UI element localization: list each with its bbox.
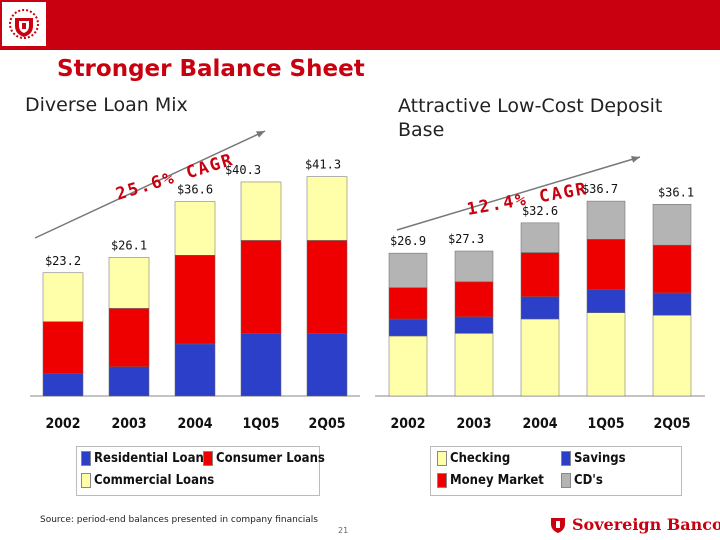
total-label: $40.3 (225, 163, 261, 177)
brand-mark: Sovereign Bancorp (548, 514, 720, 534)
bar-money-market-2004 (520, 252, 560, 297)
bar-money-market-1q05 (586, 239, 626, 291)
total-label: $36.6 (177, 183, 213, 197)
total-label: $26.1 (111, 238, 147, 252)
legend-label: Checking (450, 451, 511, 466)
bar-savings-2q05 (652, 292, 692, 316)
bar-commercial-2002 (42, 272, 84, 322)
category-label: 1Q05 (588, 416, 625, 432)
category-label: 2003 (456, 416, 491, 432)
bar-checking-1q05 (586, 312, 626, 397)
legend-label: Commercial Loans (94, 473, 215, 488)
legend-item: Commercial Loans (81, 473, 214, 488)
legend-label: Money Market (450, 473, 544, 488)
bar-checking-2q05 (652, 315, 692, 397)
logo (2, 2, 46, 46)
cagr-arrow-line (396, 156, 641, 231)
legend-swatch (81, 473, 91, 488)
bar-cds-2003 (454, 250, 494, 283)
category-label: 2002 (45, 416, 80, 432)
category-label: 2004 (177, 416, 212, 432)
bar-money-market-2q05 (652, 244, 692, 294)
category-label: 2002 (390, 416, 425, 432)
bar-commercial-2004 (174, 201, 216, 256)
total-label: $27.3 (448, 232, 484, 246)
bar-savings-2003 (454, 316, 494, 334)
legend-label: Residential Loans (94, 451, 211, 466)
bar-checking-2003 (454, 333, 494, 397)
bar-consumer-2002 (42, 321, 84, 374)
source-note: Source: period-end balances presented in… (40, 515, 318, 525)
category-label: 2Q05 (654, 416, 691, 432)
page-number: 21 (338, 526, 349, 535)
deposit-mix-chart: $26.9 2002 $27.3 2003 $32.6 2004 $36.7 1Q05 $36.… (375, 156, 705, 432)
bar-savings-2002 (388, 318, 428, 337)
total-label: $32.6 (522, 204, 558, 218)
category-label: 2Q05 (309, 416, 346, 432)
legend-item: Money Market (437, 473, 544, 488)
page-title: Stronger Balance Sheet (57, 56, 365, 82)
bar-residential-1q05 (240, 333, 282, 397)
bar-cds-2q05 (652, 204, 692, 246)
header-bar (0, 0, 720, 50)
legend-swatch (437, 473, 447, 488)
cagr-arrow-line (34, 130, 266, 239)
bar-residential-2003 (108, 366, 150, 397)
legend-swatch (561, 451, 571, 466)
legend-item: Residential Loans (81, 451, 211, 466)
total-label: $26.9 (390, 234, 426, 248)
total-label: $23.2 (45, 254, 81, 268)
deposit-legend: Checking Savings Money Market CD's (430, 446, 682, 496)
cagr-annotation: 25.6% CAGR (114, 150, 237, 205)
crest-icon (9, 9, 39, 39)
cagr-arrow-head (256, 131, 265, 138)
total-label: $36.7 (582, 182, 618, 196)
loan-mix-chart: $23.2 2002 $26.1 2003 $36.6 2004 $40.3 1Q05 $41.… (30, 130, 360, 432)
bar-residential-2q05 (306, 333, 348, 397)
bar-commercial-2q05 (306, 176, 348, 241)
legend-swatch (203, 451, 213, 466)
bar-checking-2004 (520, 318, 560, 397)
crest-small-icon (551, 518, 565, 533)
loan-legend: Residential Loans Consumer Loans Commercia… (76, 446, 325, 496)
category-label: 2003 (111, 416, 146, 432)
legend-item: Savings (561, 451, 626, 466)
bar-consumer-1q05 (240, 240, 282, 334)
bar-checking-2002 (388, 335, 428, 397)
bar-commercial-2003 (108, 257, 150, 309)
bar-consumer-2q05 (306, 240, 348, 334)
legend-label: Consumer Loans (216, 451, 325, 466)
legend-swatch (437, 451, 447, 466)
bar-cds-2002 (388, 252, 428, 288)
bar-consumer-2003 (108, 308, 150, 368)
bar-money-market-2002 (388, 287, 428, 320)
bar-savings-2004 (520, 296, 560, 320)
bar-money-market-2003 (454, 281, 494, 318)
total-label: $36.1 (658, 185, 694, 199)
bar-residential-2002 (42, 373, 84, 397)
legend-swatch (81, 451, 91, 466)
bar-residential-2004 (174, 343, 216, 397)
bar-commercial-1q05 (240, 181, 282, 241)
brand-name: Sovereign Bancorp (572, 514, 720, 534)
legend-label: Savings (574, 451, 626, 466)
legend-label: CD's (574, 473, 603, 488)
legend-item: Checking (437, 451, 510, 466)
legend-item: Consumer Loans (203, 451, 325, 466)
category-label: 1Q05 (243, 416, 280, 432)
category-label: 2004 (522, 416, 557, 432)
bar-cds-2004 (520, 222, 560, 253)
bar-cds-1q05 (586, 200, 626, 240)
bar-consumer-2004 (174, 255, 216, 345)
total-label: $41.3 (305, 158, 341, 172)
legend-item: CD's (561, 473, 603, 488)
bar-savings-1q05 (586, 289, 626, 313)
loan-chart-title: Diverse Loan Mix (25, 94, 188, 116)
legend-swatch (561, 473, 571, 488)
deposit-chart-title: Attractive Low-Cost Deposit Base (398, 95, 663, 141)
cagr-arrow-head (631, 156, 640, 163)
